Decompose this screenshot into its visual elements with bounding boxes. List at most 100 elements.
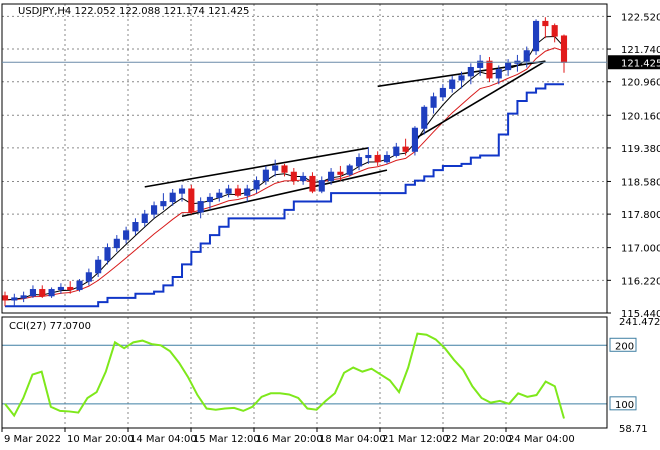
price-tick-label: 117.800 bbox=[621, 210, 660, 221]
bull-candle bbox=[272, 159, 279, 177]
bull-candle bbox=[244, 184, 251, 202]
cci-tick-label: 100 bbox=[615, 400, 634, 411]
price-tick-label: 115.440 bbox=[621, 309, 660, 320]
bull-candle bbox=[383, 151, 391, 164]
candle-body bbox=[560, 35, 568, 63]
candle-body bbox=[542, 20, 549, 27]
candle-body bbox=[95, 259, 102, 274]
symbol-header: USDJPY,H4 122.052 122.088 121.174 121.42… bbox=[18, 6, 249, 17]
bull-candle bbox=[197, 197, 204, 219]
current-price-box bbox=[608, 55, 660, 70]
candle-body bbox=[206, 196, 214, 203]
candle-body bbox=[374, 154, 381, 163]
candle-body bbox=[458, 75, 465, 81]
candle-body bbox=[393, 146, 400, 156]
candle-body bbox=[225, 188, 232, 194]
bear-candle bbox=[67, 281, 74, 294]
candle-body bbox=[430, 96, 437, 108]
bull-candle bbox=[393, 142, 400, 158]
bull-candle bbox=[11, 293, 18, 307]
bull-candle bbox=[495, 65, 502, 85]
bull-candle bbox=[160, 193, 167, 210]
candle-body bbox=[29, 289, 37, 297]
bear-candle bbox=[309, 172, 316, 194]
bull-candle bbox=[505, 59, 512, 76]
trendline bbox=[144, 147, 369, 188]
bull-candle bbox=[514, 54, 521, 72]
cci-line bbox=[4, 332, 565, 419]
candle-body bbox=[355, 157, 363, 167]
bull-candle bbox=[300, 172, 307, 185]
current-price-label: 121.425 bbox=[621, 58, 660, 69]
candle-body bbox=[411, 127, 418, 152]
cci-indicator: 241.4728 200 100 58.71 bbox=[2, 317, 660, 435]
bull-candle bbox=[20, 291, 27, 303]
ichimoku-line bbox=[5, 83, 564, 308]
bull-candle bbox=[532, 19, 540, 55]
time-tick-label: 16 Mar 20:00 bbox=[256, 434, 323, 445]
bull-candle bbox=[95, 256, 102, 277]
trendline bbox=[181, 169, 388, 218]
bull-candle bbox=[421, 105, 428, 135]
cci-level-box bbox=[609, 396, 637, 411]
bull-candle bbox=[29, 285, 37, 298]
bull-candle bbox=[76, 279, 83, 292]
candle-body bbox=[169, 192, 176, 203]
trendlines bbox=[144, 60, 546, 218]
candle-body bbox=[1, 295, 9, 301]
candle-body bbox=[346, 165, 353, 175]
time-tick-label: 9 Mar 2022 bbox=[4, 434, 61, 445]
candle-body bbox=[160, 201, 167, 207]
candle-body bbox=[402, 146, 409, 152]
bear-candle bbox=[281, 163, 288, 177]
bear-candle bbox=[542, 17, 549, 39]
candle-body bbox=[48, 289, 55, 297]
candle-body bbox=[290, 171, 297, 182]
candle-body bbox=[421, 106, 428, 129]
bull-candle bbox=[346, 163, 353, 177]
bear-candle bbox=[1, 291, 9, 307]
time-tick-label: 22 Mar 20:00 bbox=[445, 434, 512, 445]
bull-candle bbox=[430, 92, 437, 114]
bull-candle bbox=[477, 54, 484, 76]
main-panel-frame bbox=[1, 3, 608, 314]
axes: 122.520 121.740 120.960 120.160 119.380 118.5… bbox=[1, 3, 660, 445]
bear-candle bbox=[234, 184, 241, 198]
candle-body bbox=[39, 289, 46, 297]
time-tick-label: 14 Mar 04:00 bbox=[130, 434, 197, 445]
candle-body bbox=[67, 286, 74, 291]
bull-candle bbox=[523, 46, 530, 68]
candle-body bbox=[178, 188, 186, 194]
bear-candle bbox=[402, 138, 409, 156]
candle-body bbox=[104, 247, 111, 261]
bull-candle bbox=[439, 84, 446, 102]
bull-candle bbox=[216, 188, 223, 202]
price-tick-label: 116.220 bbox=[621, 276, 660, 287]
candle-body bbox=[197, 201, 204, 213]
bear-candle bbox=[551, 23, 558, 43]
bull-candle bbox=[262, 165, 269, 185]
bull-candle bbox=[104, 243, 111, 265]
bull-candle bbox=[253, 176, 260, 194]
candle-body bbox=[477, 60, 484, 68]
candle-body bbox=[328, 171, 335, 182]
bear-candle bbox=[337, 165, 344, 181]
candle-body bbox=[57, 286, 64, 291]
bull-candle bbox=[57, 283, 64, 294]
price-tick-label: 120.160 bbox=[621, 111, 660, 122]
candle-body bbox=[151, 205, 158, 215]
bull-candle bbox=[169, 188, 176, 206]
candle-body bbox=[365, 154, 372, 159]
trendline bbox=[414, 60, 546, 140]
candle-body bbox=[216, 192, 223, 198]
bull-candle bbox=[449, 75, 456, 93]
candle-body bbox=[495, 69, 502, 79]
candle-body bbox=[309, 175, 316, 192]
candle-body bbox=[281, 165, 288, 173]
bear-candle bbox=[290, 168, 297, 185]
bull-candle bbox=[132, 218, 139, 236]
ema-red-line bbox=[4, 47, 565, 301]
bull-candle bbox=[411, 126, 418, 156]
bear-candle bbox=[188, 184, 195, 215]
